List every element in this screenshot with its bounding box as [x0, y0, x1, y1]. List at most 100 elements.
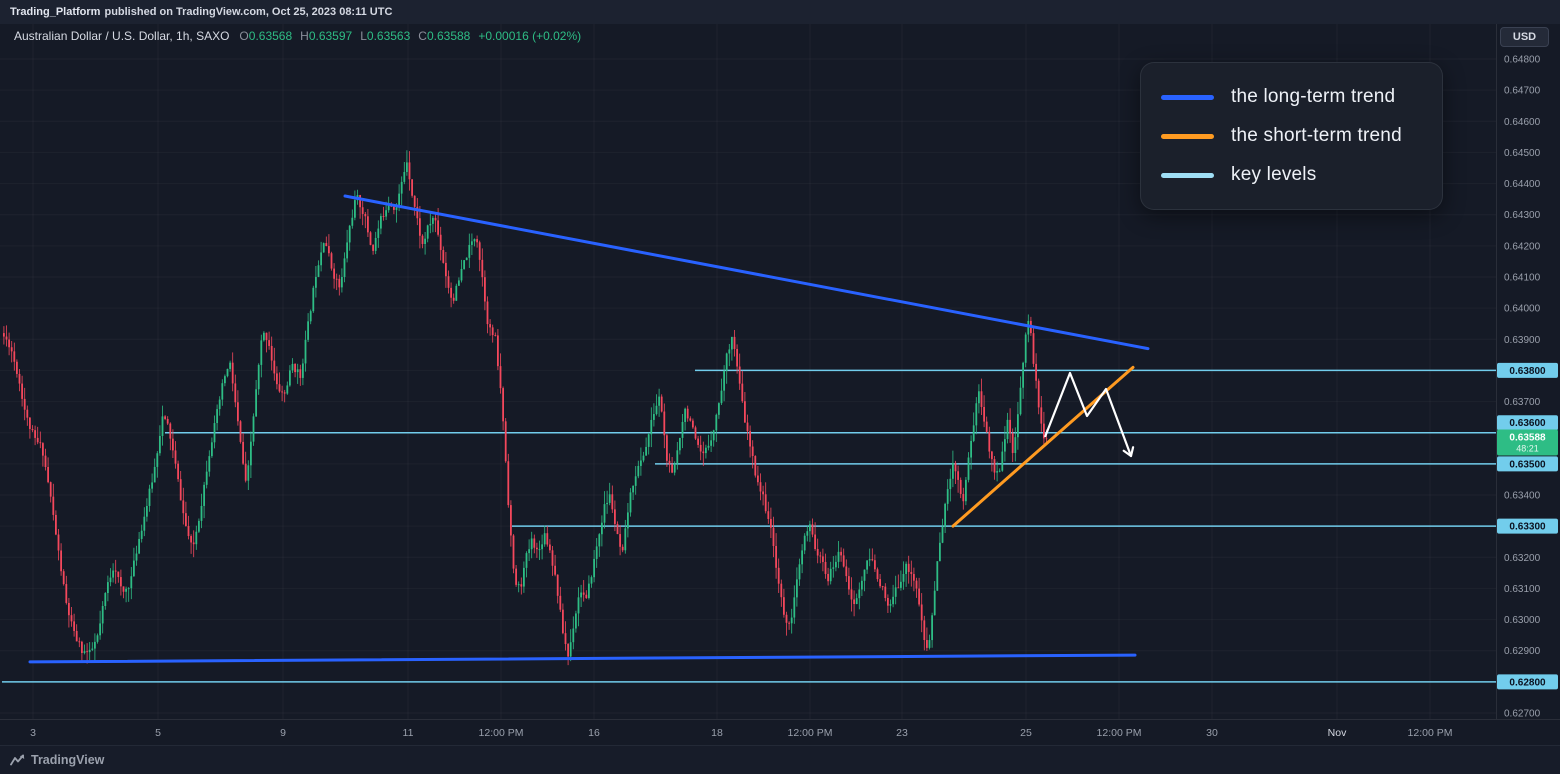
candle-body [234, 383, 237, 403]
time-tick-label[interactable]: 12:00 PM [1408, 727, 1453, 739]
price-tick-label[interactable]: 0.64500 [1504, 148, 1541, 159]
price-tick-label[interactable]: 0.64200 [1504, 241, 1541, 252]
candle-body [198, 520, 200, 532]
price-tick-label[interactable]: 0.63700 [1504, 397, 1541, 408]
candle-body [551, 550, 554, 566]
price-tick-label[interactable]: 0.63400 [1504, 491, 1541, 502]
candle-body [1037, 380, 1040, 408]
candle-body [850, 589, 853, 600]
candle-body [637, 465, 640, 477]
candle-body [317, 265, 320, 277]
time-tick-label[interactable]: 12:00 PM [1097, 727, 1142, 739]
price-tick-label[interactable]: 0.64800 [1504, 55, 1541, 66]
price-tick-label[interactable]: 0.64400 [1504, 179, 1541, 190]
price-tick-label[interactable]: 0.64000 [1504, 304, 1541, 315]
candle-body [858, 589, 861, 599]
price-tick-label[interactable]: 0.63100 [1504, 584, 1541, 595]
tradingview-logo-icon[interactable] [10, 753, 25, 768]
candle-body [530, 538, 533, 550]
candle-body [153, 466, 156, 483]
candle-body [580, 592, 582, 598]
open-value: 0.63568 [248, 29, 293, 43]
candle-body [187, 525, 190, 537]
projection-path[interactable] [1043, 371, 1133, 457]
price-tick-label[interactable]: 0.64700 [1504, 86, 1541, 97]
time-tick-label[interactable]: 12:00 PM [788, 727, 833, 739]
symbol-title[interactable]: Australian Dollar / U.S. Dollar, 1h, SAX… [14, 29, 230, 43]
candle-body [627, 512, 629, 529]
candle-body [413, 195, 416, 207]
time-tick-label[interactable]: 5 [155, 727, 161, 739]
candle-body [876, 569, 879, 580]
candle-body [398, 193, 400, 208]
candle-body [29, 417, 31, 429]
price-tick-label[interactable]: 0.62700 [1504, 709, 1541, 720]
candle-body [663, 411, 666, 436]
candle-body [299, 369, 302, 378]
chart-legend[interactable]: the long-term trend the short-term trend… [1140, 62, 1443, 210]
tradingview-brand[interactable]: TradingView [31, 753, 105, 767]
price-tick-label[interactable]: 0.63900 [1504, 335, 1541, 346]
candle-body [473, 239, 476, 242]
candle-body [809, 524, 811, 532]
candle-body [840, 551, 842, 556]
candle-body [65, 584, 68, 603]
price-tick-label[interactable]: 0.62900 [1504, 646, 1541, 657]
candle-body [517, 584, 520, 586]
time-tick-label[interactable]: 3 [30, 727, 36, 739]
candle-body [213, 423, 216, 443]
candle-body [239, 421, 242, 442]
long-term-upper-trendline[interactable] [343, 194, 1150, 351]
long-term-lower-trendline[interactable] [28, 653, 1137, 664]
high-value: 0.63597 [308, 29, 353, 43]
candle-body [689, 418, 692, 421]
price-tick-label[interactable]: 0.64100 [1504, 273, 1541, 284]
candle-body [1035, 363, 1037, 381]
candle-body [497, 335, 499, 367]
candle-body [424, 238, 426, 245]
time-tick-label[interactable]: Nov [1328, 727, 1347, 739]
time-tick-label[interactable]: 23 [896, 727, 908, 739]
candle-body [798, 564, 801, 580]
candle-body [13, 351, 16, 362]
candle-body [1017, 414, 1019, 438]
time-tick-label[interactable]: 25 [1020, 727, 1032, 739]
candle-body [822, 556, 824, 562]
price-tick-label[interactable]: 0.64600 [1504, 117, 1541, 128]
candle-body [920, 604, 923, 621]
candle-body [338, 278, 341, 288]
currency-toggle[interactable]: USD [1500, 27, 1549, 47]
time-tick-label[interactable]: 9 [280, 727, 286, 739]
time-tick-label[interactable]: 18 [711, 727, 723, 739]
price-tick-label[interactable]: 0.64300 [1504, 210, 1541, 221]
candle-body [62, 571, 65, 585]
price-tick-label[interactable]: 0.63000 [1504, 615, 1541, 626]
candle-body [902, 573, 905, 582]
time-tick-label[interactable]: 30 [1206, 727, 1218, 739]
time-tick-label[interactable]: 11 [403, 727, 414, 739]
candle-body [658, 396, 660, 406]
candle-body [666, 435, 668, 461]
candle-body [751, 446, 754, 457]
candle-body [676, 450, 679, 464]
candle-body [842, 555, 845, 567]
candle-body [624, 528, 627, 551]
candle-body [335, 278, 338, 280]
candle-body [998, 470, 1001, 472]
time-tick-label[interactable]: 16 [588, 727, 600, 739]
candle-body [728, 349, 731, 354]
candle-body [203, 484, 205, 506]
candle-body [369, 232, 372, 245]
candle-body [179, 479, 182, 501]
symbol-info-bar: Australian Dollar / U.S. Dollar, 1h, SAX… [14, 29, 581, 43]
candle-body [668, 460, 671, 465]
candle-body [294, 363, 296, 373]
candle-body [226, 368, 229, 377]
candle-body [94, 641, 96, 649]
candle-body [980, 391, 983, 407]
price-tick-label[interactable]: 0.63200 [1504, 553, 1541, 564]
candle-body [975, 403, 978, 426]
candle-body [315, 276, 317, 288]
time-tick-label[interactable]: 12:00 PM [479, 727, 524, 739]
